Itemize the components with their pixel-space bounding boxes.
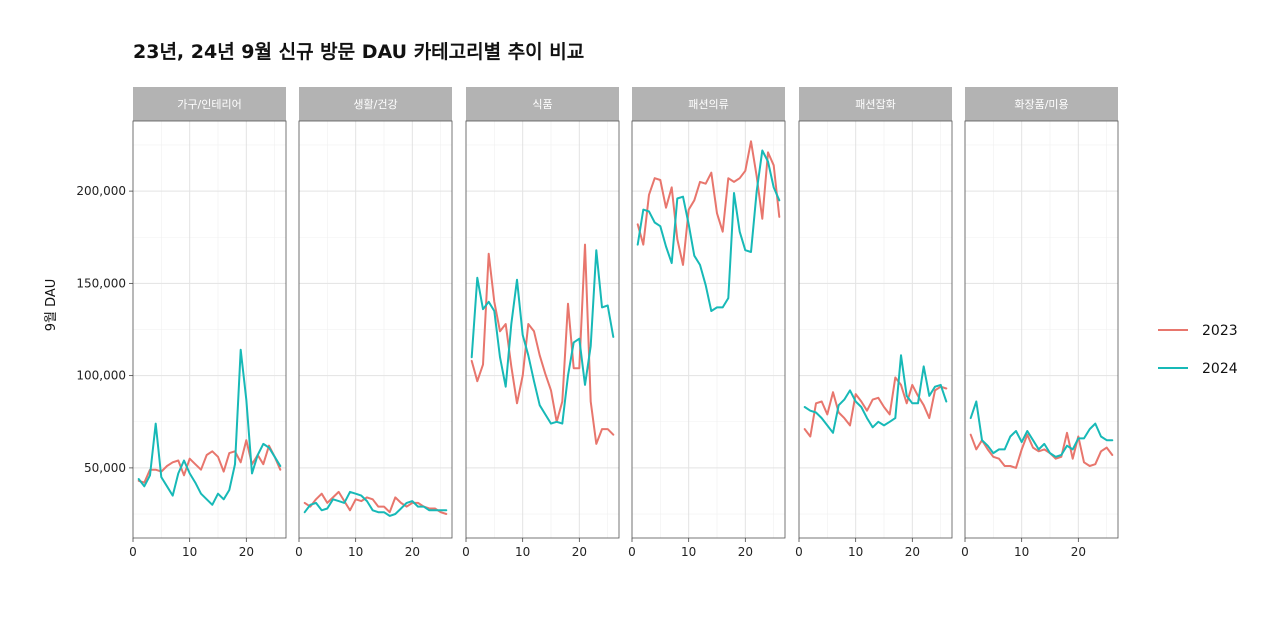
facet-strip — [632, 87, 785, 121]
x-tick-label: 0 — [628, 545, 636, 559]
facet-panel: 식품 0 10 20 — [462, 87, 620, 559]
series-line-2023 — [803, 376, 948, 438]
x-tick-label: 20 — [239, 545, 254, 559]
panel-border — [298, 120, 453, 539]
facet-panel: 패션잡화 0 10 20 — [795, 87, 953, 559]
y-tick-label: 50,000 — [84, 461, 126, 475]
panel-border — [465, 120, 620, 539]
facet-strip-label: 가구/인테리어 — [177, 98, 241, 111]
x-tick-label: 0 — [961, 545, 969, 559]
series-line-2024 — [803, 354, 948, 434]
x-tick-label: 10 — [848, 545, 863, 559]
panel-border — [964, 120, 1119, 539]
series-line-2024 — [636, 149, 781, 312]
panel-border — [798, 120, 953, 539]
y-tick-label: 150,000 — [76, 276, 126, 290]
series-line-2024 — [969, 400, 1114, 458]
x-tick-label: 10 — [348, 545, 363, 559]
facet-strip — [965, 87, 1118, 121]
facet-panel: 화장품/미용 0 10 20 — [961, 87, 1119, 559]
x-tick-label: 10 — [182, 545, 197, 559]
facet-panel: 가구/인테리어 0 10 20 — [129, 87, 287, 559]
series-line-2024 — [470, 249, 615, 425]
x-tick-label: 0 — [129, 545, 137, 559]
facet-strip-label: 화장품/미용 — [1014, 98, 1068, 111]
x-tick-label: 0 — [795, 545, 803, 559]
facet-strip — [133, 87, 286, 121]
facet-panel: 패션의류 0 10 20 — [628, 87, 786, 559]
legend-label-2023: 2023 — [1202, 323, 1238, 339]
x-tick-label: 20 — [905, 545, 920, 559]
series-line-2023 — [470, 243, 615, 445]
facet-strip-label: 패션잡화 — [855, 98, 895, 111]
x-tick-label: 10 — [681, 545, 696, 559]
x-tick-label: 10 — [515, 545, 530, 559]
facet-strip — [466, 87, 619, 121]
x-tick-label: 0 — [462, 545, 470, 559]
series-line-2024 — [137, 348, 282, 506]
facet-strip — [299, 87, 452, 121]
series-line-2023 — [969, 431, 1114, 469]
facet-panel: 생활/건강 0 10 20 — [295, 87, 453, 559]
panel-border — [631, 120, 786, 539]
y-tick-label: 200,000 — [76, 184, 126, 198]
chart-title: 23년, 24년 9월 신규 방문 DAU 카테고리별 추이 비교 — [133, 41, 584, 63]
x-tick-label: 20 — [572, 545, 587, 559]
x-tick-label: 20 — [1071, 545, 1086, 559]
series-line-2024 — [303, 490, 448, 517]
legend: 2023 2024 — [1158, 323, 1238, 377]
facet-strip — [799, 87, 952, 121]
y-tick-label: 100,000 — [76, 369, 126, 383]
y-axis-title: 9월 DAU — [44, 279, 59, 332]
y-axis: 50,000 100,000 150,000 200,000 — [76, 184, 133, 475]
x-tick-label: 10 — [1014, 545, 1029, 559]
facet-strip-label: 패션의류 — [688, 98, 728, 111]
x-tick-label: 0 — [295, 545, 303, 559]
x-tick-label: 20 — [738, 545, 753, 559]
panel-border — [132, 120, 287, 539]
facet-strip-label: 식품 — [532, 98, 552, 111]
legend-label-2024: 2024 — [1202, 361, 1238, 377]
series-line-2023 — [636, 140, 781, 266]
facet-strip-label: 생활/건강 — [353, 97, 397, 111]
x-tick-label: 20 — [405, 545, 420, 559]
